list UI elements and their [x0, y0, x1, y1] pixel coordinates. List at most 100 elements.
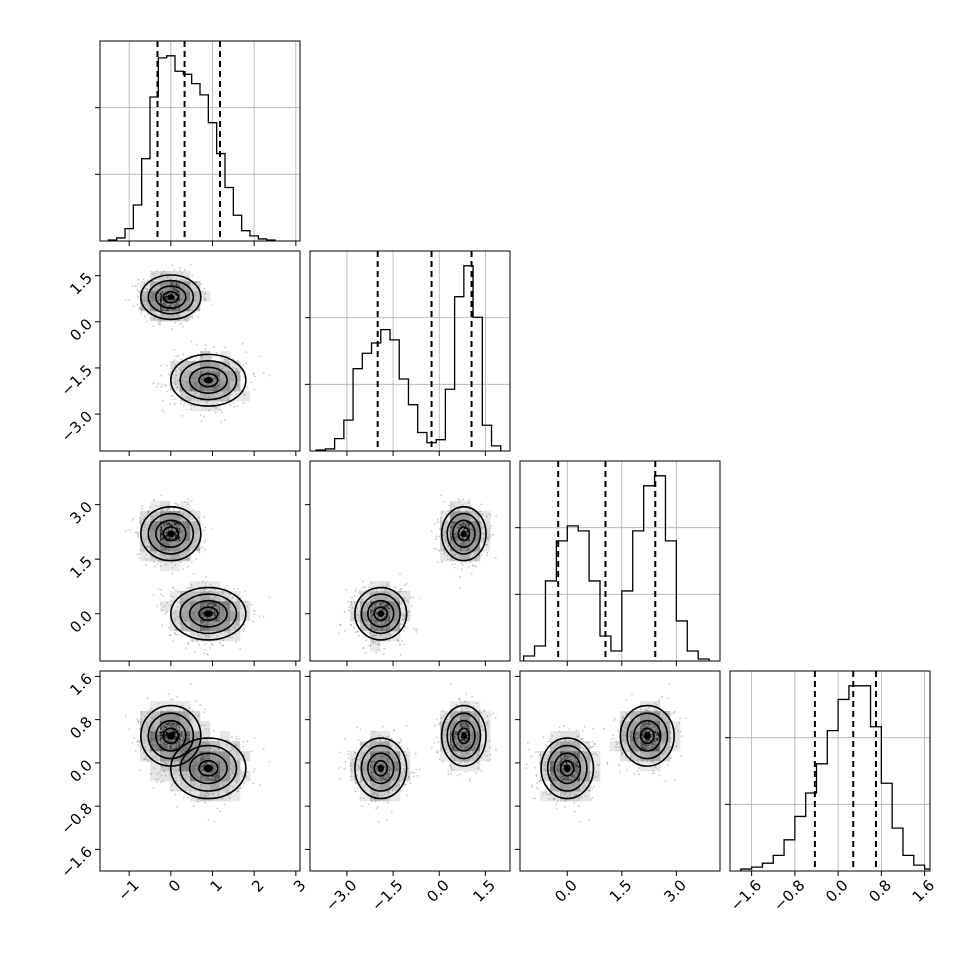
sample-point	[139, 290, 142, 293]
sample-point	[444, 551, 447, 554]
sample-point	[172, 395, 175, 397]
sample-point	[474, 512, 477, 515]
sample-point	[221, 613, 223, 616]
panel-1-1	[305, 250, 511, 456]
sample-point	[150, 546, 153, 549]
sample-point	[194, 532, 197, 535]
sample-point	[368, 644, 371, 647]
sample-point	[180, 322, 183, 325]
sample-point	[210, 621, 213, 624]
sample-point	[204, 370, 207, 373]
sample-point	[218, 376, 221, 379]
sample-point	[198, 602, 201, 605]
panel-2-2	[515, 460, 721, 666]
sample-point	[185, 286, 188, 288]
sample-point	[205, 299, 207, 302]
sample-point	[186, 595, 189, 598]
sample-point	[159, 283, 162, 286]
sample-point	[480, 553, 483, 556]
sample-point	[203, 529, 205, 532]
sample-point	[158, 323, 161, 326]
density-cell	[180, 271, 191, 282]
sample-point	[192, 633, 195, 635]
sample-point	[185, 536, 188, 539]
sample-point	[207, 362, 210, 365]
sample-point	[204, 374, 207, 377]
density-cell	[170, 371, 181, 382]
density-cell	[190, 621, 201, 632]
sample-point	[481, 513, 483, 516]
sample-point	[442, 501, 445, 503]
sample-point	[165, 303, 168, 306]
sample-point	[158, 283, 161, 286]
sample-point	[143, 550, 145, 553]
sample-point	[199, 414, 202, 417]
sample-point	[154, 550, 156, 553]
sample-point	[193, 360, 196, 362]
sample-point	[178, 387, 181, 390]
sample-point	[226, 373, 229, 376]
sample-point	[167, 528, 169, 531]
density-cell	[460, 521, 471, 532]
sample-point	[142, 529, 145, 532]
sample-point	[150, 707, 153, 710]
sample-point	[188, 308, 191, 311]
sample-point	[182, 626, 185, 629]
sample-point	[395, 587, 397, 589]
density-cell	[150, 541, 161, 552]
sample-point	[169, 282, 172, 285]
sample-point	[375, 651, 377, 654]
sample-point	[138, 768, 141, 771]
sample-point	[158, 278, 161, 280]
y-tick-label: −1.5	[58, 361, 96, 399]
sample-point	[162, 509, 164, 512]
sample-point	[164, 384, 167, 386]
sample-point	[221, 411, 223, 414]
sample-point	[178, 289, 181, 292]
sample-point	[136, 717, 139, 720]
sample-point	[171, 698, 174, 701]
sample-point	[195, 612, 198, 614]
sample-point	[163, 549, 165, 551]
sample-point	[161, 307, 164, 310]
sample-point	[159, 552, 162, 555]
density-cell	[230, 391, 241, 402]
sample-point	[354, 590, 357, 593]
sample-point	[252, 620, 255, 623]
sample-point	[184, 304, 187, 307]
sample-point	[368, 586, 371, 589]
sample-point	[185, 396, 187, 399]
sample-point	[177, 284, 180, 286]
sample-point	[215, 407, 218, 410]
sample-point	[167, 303, 170, 306]
sample-point	[220, 394, 222, 396]
sample-point	[362, 646, 365, 649]
contour-line	[170, 353, 247, 407]
sample-point	[191, 315, 194, 317]
sample-point	[183, 279, 186, 282]
sample-point	[159, 560, 162, 562]
sample-point	[400, 640, 403, 643]
sample-point	[478, 555, 481, 558]
sample-point	[194, 521, 197, 524]
sample-point	[243, 628, 246, 630]
sample-point	[137, 721, 140, 724]
sample-point	[207, 368, 210, 371]
sample-point	[156, 563, 159, 566]
sample-point	[173, 515, 176, 518]
sample-point	[205, 727, 207, 730]
sample-point	[146, 300, 149, 303]
sample-point	[353, 595, 356, 597]
sample-point	[152, 594, 155, 597]
sample-point	[215, 362, 218, 365]
sample-point	[164, 517, 166, 520]
sample-point	[152, 523, 154, 525]
sample-point	[218, 373, 221, 376]
sample-point	[169, 289, 171, 292]
sample-point	[174, 297, 177, 300]
density-cell	[180, 281, 191, 292]
density-cell	[460, 511, 471, 522]
sample-point	[157, 383, 160, 385]
sample-point	[229, 382, 231, 385]
density-cell	[200, 631, 211, 642]
